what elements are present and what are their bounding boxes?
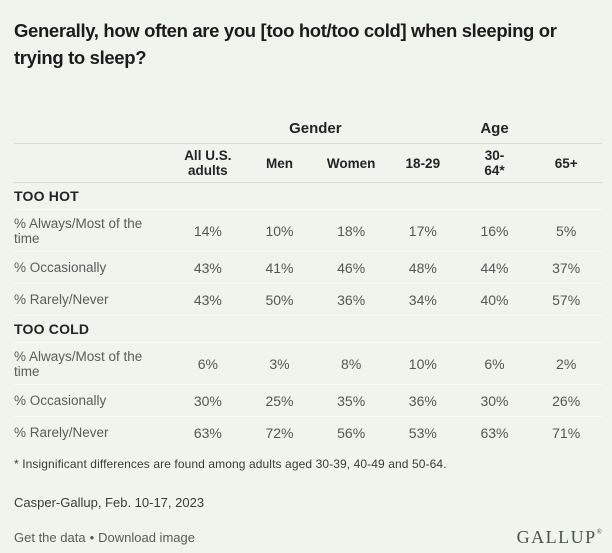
source-line: Casper-Gallup, Feb. 10-17, 2023 (14, 495, 205, 510)
col-header-women: Women (326, 155, 376, 171)
cell-value: 43% (193, 291, 222, 308)
cell-value: 34% (408, 291, 437, 308)
cell-value: 72% (265, 424, 294, 441)
cell-value: 40% (480, 291, 509, 308)
cell-value: 17% (408, 222, 437, 239)
footnote: * Insignificant differences are found am… (14, 457, 447, 471)
table-row: % Occasionally 30% 25% 35% 36% 30% 26% (14, 384, 602, 416)
col-header-18-29: 18-29 (405, 155, 441, 171)
cell-value: 71% (552, 424, 581, 441)
cell-value: 26% (552, 392, 581, 409)
table-row: % Rarely/Never 43% 50% 36% 34% 40% 57% (14, 283, 602, 315)
row-label: % Rarely/Never (14, 425, 109, 440)
table-row: % Rarely/Never 63% 72% 56% 53% 63% 71% (14, 416, 602, 448)
cell-value: 48% (408, 259, 437, 276)
col-header-men: Men (265, 155, 293, 171)
bullet-separator: • (89, 530, 95, 545)
get-the-data-link[interactable]: Get the data (14, 530, 86, 545)
cell-value: 18% (337, 222, 366, 239)
cell-value: 14% (193, 222, 222, 239)
cell-value: 57% (552, 291, 581, 308)
cell-value: 46% (337, 259, 366, 276)
row-label: % Rarely/Never (14, 292, 109, 307)
table-group-header-row: Gender Age (14, 113, 602, 143)
results-table: Gender Age All U.S. adults Men Women 18-… (14, 113, 602, 448)
cell-value: 50% (265, 291, 294, 308)
cell-value: 2% (556, 355, 577, 372)
cell-value: 43% (193, 259, 222, 276)
cell-value: 41% (265, 259, 294, 276)
cell-value: 37% (552, 259, 581, 276)
table-row: % Always/Most of the time 6% 3% 8% 10% 6… (14, 342, 602, 384)
cell-value: 63% (480, 424, 509, 441)
page-title: Generally, how often are you [too hot/to… (14, 20, 557, 68)
row-label: % Occasionally (14, 260, 107, 275)
cell-value: 25% (265, 392, 294, 409)
col-header-all-us-adults: All U.S. adults (184, 148, 232, 178)
cell-value: 36% (408, 392, 437, 409)
cell-value: 8% (341, 355, 362, 372)
table-column-header-row: All U.S. adults Men Women 18-29 30-64* 6… (14, 143, 602, 183)
table-row: % Occasionally 43% 41% 46% 48% 44% 37% (14, 251, 602, 283)
cell-value: 16% (480, 222, 509, 239)
cell-value: 36% (337, 291, 366, 308)
cell-value: 63% (193, 424, 222, 441)
group-header-gender: Gender (289, 120, 342, 137)
cell-value: 56% (337, 424, 366, 441)
table-row: % Always/Most of the time 14% 10% 18% 17… (14, 209, 602, 251)
cell-value: 6% (484, 355, 505, 372)
cell-value: 44% (480, 259, 509, 276)
cell-value: 10% (265, 222, 294, 239)
cell-value: 35% (337, 392, 366, 409)
col-header-65-plus: 65+ (554, 155, 578, 171)
group-header-age: Age (480, 120, 509, 137)
row-label: % Always/Most of the time (14, 348, 143, 379)
row-label: % Always/Most of the time (14, 215, 143, 246)
cell-value: 3% (269, 355, 290, 372)
gallup-logo: GALLUP® (516, 527, 602, 547)
footer-bar: Get the data • Download image GALLUP® (14, 527, 602, 548)
cell-value: 6% (197, 355, 218, 372)
section-header-too-hot: TOO HOT (14, 188, 79, 204)
section-header-too-cold: TOO COLD (14, 315, 602, 342)
cell-value: 30% (480, 392, 509, 409)
col-header-30-64: 30-64* (484, 148, 505, 178)
cell-value: 10% (408, 355, 437, 372)
row-label: % Occasionally (14, 393, 107, 408)
footer-links: Get the data • Download image (14, 530, 195, 545)
cell-value: 30% (193, 392, 222, 409)
download-image-link[interactable]: Download image (98, 530, 195, 545)
cell-value: 53% (408, 424, 437, 441)
cell-value: 5% (556, 222, 577, 239)
registered-trademark-icon: ® (596, 528, 602, 536)
